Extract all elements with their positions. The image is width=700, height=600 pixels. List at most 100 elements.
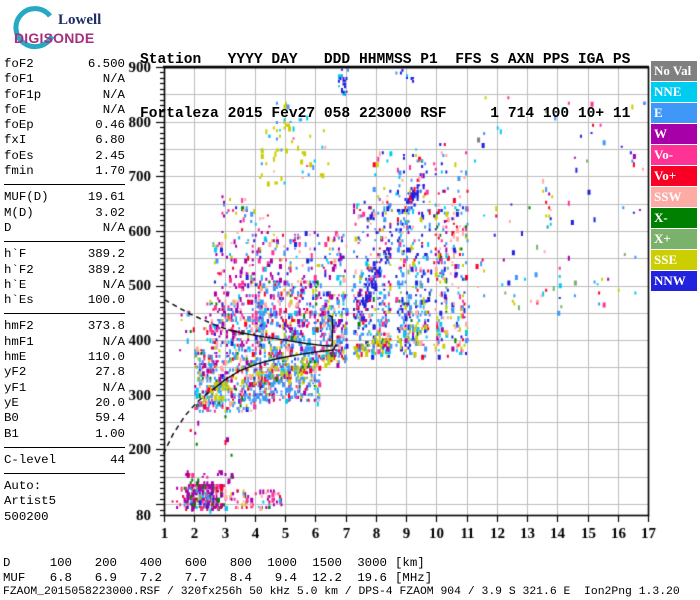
param-row-fof1p: foF1p N/A (4, 88, 125, 103)
muf-row-value: 7.7 (184, 571, 207, 585)
param-value: N/A (102, 102, 125, 117)
param-row-ye: yE 20.0 (4, 396, 125, 411)
distance-row-value: 1500 (312, 556, 342, 570)
distance-row-value: 200 (94, 556, 117, 570)
muf-row: MUF 6.8 6.9 7.2 7.7 8.4 9.4 12.2 19.6 [MHz] (3, 571, 432, 586)
param-label: foE (4, 102, 27, 117)
distance-row-value: 100 (49, 556, 72, 570)
muf-row-value: 6.9 (94, 571, 117, 585)
panel-divider (4, 313, 125, 315)
legend-item-nne: NNE (651, 82, 697, 102)
param-label: hmF2 (4, 319, 34, 334)
param-label: yF1 (4, 380, 27, 395)
distance-row-value: 1000 (267, 556, 297, 570)
param-label: hmE (4, 350, 27, 365)
param-value: 3.02 (95, 205, 125, 220)
param-value: N/A (102, 72, 125, 87)
param-row-md: M(D) 3.02 (4, 206, 125, 221)
param-label: hmF1 (4, 334, 34, 349)
param-row-auto: Auto: (4, 479, 125, 494)
param-value: 19.61 (87, 190, 125, 205)
param-value: N/A (102, 380, 125, 395)
muf-row-label: MUF (3, 571, 26, 585)
param-value: 1.00 (95, 426, 125, 441)
header-line-1: Station YYYY DAY DDD HHMMSS P1 FFS S AXN… (140, 52, 631, 68)
param-row-fmin: fmin 1.70 (4, 164, 125, 179)
legend-item-e: E (651, 103, 697, 123)
panel-divider (4, 184, 125, 186)
legend-item-noval: No Val (651, 61, 697, 81)
param-row-yf2: yF2 27.8 (4, 365, 125, 380)
param-label: h`F2 (4, 262, 34, 277)
panel-divider (4, 241, 125, 243)
param-value: 27.8 (95, 365, 125, 380)
param-value: 1.70 (95, 164, 125, 179)
param-value: N/A (102, 220, 125, 235)
panel-divider (4, 473, 125, 475)
legend-item-ssw: SSW (651, 187, 697, 207)
lowell-digisonde-logo: Lowell DIGISONDE (6, 6, 126, 54)
ionogram-header: Station YYYY DAY DDD HHMMSS P1 FFS S AXN… (140, 15, 630, 159)
param-row-hme: hmE 110.0 (4, 350, 125, 365)
param-row-yf1: yF1 N/A (4, 381, 125, 396)
param-label: fmin (4, 164, 34, 179)
muf-row-value: 6.8 (49, 571, 72, 585)
distance-row-value: 400 (139, 556, 162, 570)
param-value: 389.2 (87, 262, 125, 277)
muf-row-value: 9.4 (274, 571, 297, 585)
param-value: 2.45 (95, 148, 125, 163)
param-row-clevel: C-level 44 (4, 453, 125, 468)
param-label: foF2 (4, 57, 34, 71)
param-label: foEs (4, 148, 34, 163)
param-row-b0: B0 59.4 (4, 411, 125, 426)
param-value: N/A (102, 87, 125, 102)
param-row-mufd: MUF(D) 19.61 (4, 190, 125, 205)
param-label: foF1p (4, 87, 42, 102)
muf-row-unit: [MHz] (395, 571, 433, 585)
param-row-hmf2: hmF2 373.8 (4, 319, 125, 334)
legend-item-w: W (651, 124, 697, 144)
param-label: yE (4, 395, 19, 410)
param-label: MUF(D) (4, 190, 49, 205)
param-row-hmf1: hmF1 N/A (4, 335, 125, 350)
param-label: h`E (4, 277, 27, 292)
param-row-hes: h`Es 100.0 (4, 293, 125, 308)
logo-text-lowell: Lowell (58, 12, 102, 28)
direction-color-legend: No Val NNE E W Vo- Vo+ SSW X- X+ SSE NNW (651, 61, 698, 292)
distance-row-value: 3000 (357, 556, 387, 570)
legend-item-vo: Vo- (651, 145, 697, 165)
param-label: C-level (4, 452, 57, 467)
param-row-hf2: h`F2 389.2 (4, 263, 125, 278)
param-label: foEp (4, 118, 34, 133)
panel-divider (4, 446, 125, 448)
legend-item-nnw: NNW (651, 271, 697, 291)
scaled-parameters-panel: foF2 6.500 foF1 N/A foF1p N/A foE N/A foEp 0.46 fx… (4, 57, 125, 525)
param-value: 59.4 (95, 411, 125, 426)
param-label: fxI (4, 133, 27, 148)
param-row-foes: foEs 2.45 (4, 149, 125, 164)
param-row-500200: 500200 (4, 510, 125, 525)
param-row-b1: B1 1.00 (4, 427, 125, 442)
param-value: 44 (110, 452, 125, 467)
param-label: 500200 (4, 509, 49, 524)
logo-arc-icon (13, 6, 55, 50)
param-label: h`Es (4, 293, 34, 308)
param-label: Artist5 (4, 494, 57, 509)
param-row-foep: foEp 0.46 (4, 118, 125, 133)
param-label: B1 (4, 426, 19, 441)
param-row-fof2: foF2 6.500 (4, 57, 125, 72)
distance-row-unit: [km] (395, 556, 425, 570)
legend-item-vo: Vo+ (651, 166, 697, 186)
ionogram-plot-canvas (0, 0, 700, 552)
param-row-he: h`E N/A (4, 278, 125, 293)
param-row-fof1: foF1 N/A (4, 72, 125, 87)
param-value: N/A (102, 334, 125, 349)
param-value: 110.0 (87, 350, 125, 365)
header-line-2: Fortaleza 2015 Fev27 058 223000 RSF 1 71… (140, 106, 631, 122)
param-value: 20.0 (95, 395, 125, 410)
muf-row-value: 19.6 (357, 571, 387, 585)
param-value: 373.8 (87, 319, 125, 334)
legend-item-sse: SSE (651, 250, 697, 270)
param-value: 100.0 (87, 293, 125, 308)
